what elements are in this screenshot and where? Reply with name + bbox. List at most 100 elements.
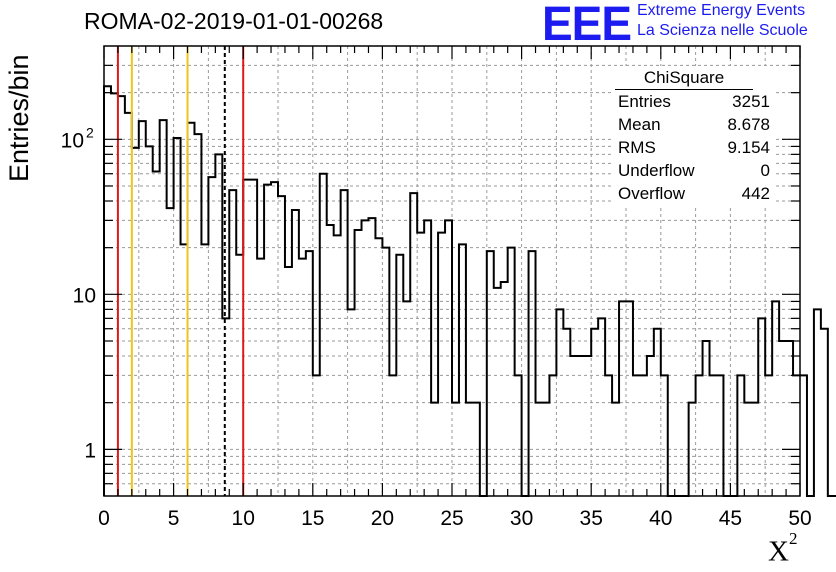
- stats-value: 3251: [732, 92, 770, 111]
- histogram-series: [103, 85, 836, 497]
- histogram-bin: [619, 301, 626, 496]
- histogram-bin: [494, 288, 501, 496]
- y-tick-label: 10: [61, 129, 84, 152]
- histogram-bin: [793, 375, 800, 496]
- histogram-bin: [744, 403, 751, 496]
- histogram-bin: [382, 248, 389, 496]
- histogram-bin: [348, 309, 355, 496]
- histogram-bin: [271, 182, 278, 496]
- histogram-bin: [772, 301, 779, 496]
- histogram-bin: [410, 193, 417, 496]
- histogram-bin: [222, 318, 229, 496]
- x-tick-label: 0: [98, 507, 110, 530]
- histogram-bin: [438, 233, 445, 496]
- histogram-bin: [118, 96, 125, 496]
- histogram-bin: [215, 154, 222, 496]
- histogram-bin: [445, 220, 452, 496]
- histogram-bin: [285, 267, 292, 496]
- histogram-bin: [243, 180, 250, 496]
- histogram-bin: [375, 238, 382, 496]
- histogram-bin: [466, 403, 473, 496]
- y-tick-label: 1: [84, 439, 96, 462]
- histogram-bin: [786, 341, 793, 496]
- histogram-bin: [292, 210, 299, 496]
- chart-title: ROMA-02-2019-01-01-00268: [84, 8, 384, 34]
- x-tick-label: 30: [510, 507, 533, 530]
- histogram-bin: [814, 309, 821, 496]
- y-tick-label-exponent: 2: [86, 124, 94, 140]
- histogram-bin: [647, 356, 654, 496]
- histogram-bin: [800, 375, 807, 496]
- histogram-bin: [341, 190, 348, 496]
- histogram-bin: [313, 375, 320, 496]
- histogram-bin: [751, 403, 758, 496]
- histogram-bin: [640, 375, 647, 496]
- histogram-bin: [661, 375, 668, 496]
- histogram-bin: [563, 329, 570, 496]
- histogram-bin: [584, 356, 591, 496]
- histogram-bin: [473, 403, 480, 496]
- y-axis-label: Entries/bin: [4, 54, 34, 182]
- stats-label: Mean: [618, 115, 661, 134]
- histogram-bin: [508, 248, 515, 496]
- x-tick-label: 40: [649, 507, 672, 530]
- histogram-bin: [306, 251, 313, 496]
- histogram-bin: [396, 255, 403, 496]
- stats-row-overflow: Overflow 442: [611, 182, 775, 205]
- histogram-bin: [459, 244, 466, 496]
- histogram-bin: [368, 218, 375, 496]
- stats-label: RMS: [618, 138, 656, 157]
- histogram-bin: [229, 190, 236, 496]
- histogram-bin: [710, 375, 717, 496]
- stats-value: 442: [741, 184, 770, 203]
- stats-row-underflow: Underflow 0: [611, 159, 775, 182]
- stats-row-entries: Entries 3251: [611, 90, 775, 113]
- stats-title: ChiSquare: [615, 66, 753, 90]
- x-tick-label: 35: [580, 507, 603, 530]
- x-tick-label: 45: [719, 507, 742, 530]
- histogram-bin: [689, 403, 696, 496]
- histogram-bin: [362, 220, 369, 496]
- x-tick-label: 20: [371, 507, 394, 530]
- histogram-bin: [167, 208, 174, 496]
- histogram-bin: [703, 341, 710, 496]
- histogram-bin: [250, 180, 257, 496]
- histogram-bin: [487, 251, 494, 496]
- histogram-bin: [104, 86, 111, 496]
- histogram-bin: [431, 403, 438, 496]
- histogram-bin: [153, 172, 160, 496]
- histogram-bin: [737, 375, 744, 496]
- histogram-bin: [403, 301, 410, 496]
- histogram-bin: [257, 259, 264, 496]
- y-tick-label: 10: [73, 284, 96, 307]
- x-axis-label: X2: [768, 529, 797, 569]
- histogram-bin: [515, 375, 522, 496]
- histogram-bin: [758, 318, 765, 496]
- histogram-bin: [236, 255, 243, 496]
- histogram-bin: [208, 177, 215, 496]
- histogram-bin: [320, 174, 327, 496]
- stats-row-rms: RMS 9.154: [611, 136, 775, 159]
- histogram-bin: [765, 375, 772, 496]
- histogram-bin: [612, 403, 619, 496]
- logo-line-2: La Scienza nelle Scuole: [637, 22, 808, 39]
- histogram-bin: [529, 251, 536, 496]
- x-axis-label-superscript: 2: [788, 529, 798, 548]
- histogram-bin: [654, 329, 661, 496]
- histogram-bin: [696, 375, 703, 496]
- histogram-bin: [160, 120, 167, 496]
- histogram-bin: [501, 282, 508, 496]
- histogram-bin: [417, 233, 424, 496]
- histogram-bin: [125, 113, 132, 496]
- histogram-bin: [201, 244, 208, 496]
- histogram-bin: [570, 356, 577, 496]
- x-tick-label: 5: [168, 507, 180, 530]
- histogram-bin: [299, 259, 306, 496]
- histogram-bin: [598, 318, 605, 496]
- stats-label: Entries: [618, 92, 671, 111]
- histogram-bin: [146, 146, 153, 496]
- x-tick-label: 25: [440, 507, 463, 530]
- histogram-bin: [716, 375, 723, 496]
- stats-box: ChiSquare Entries 3251 Mean 8.678 RMS 9.…: [611, 66, 775, 206]
- x-tick-label: 10: [232, 507, 255, 530]
